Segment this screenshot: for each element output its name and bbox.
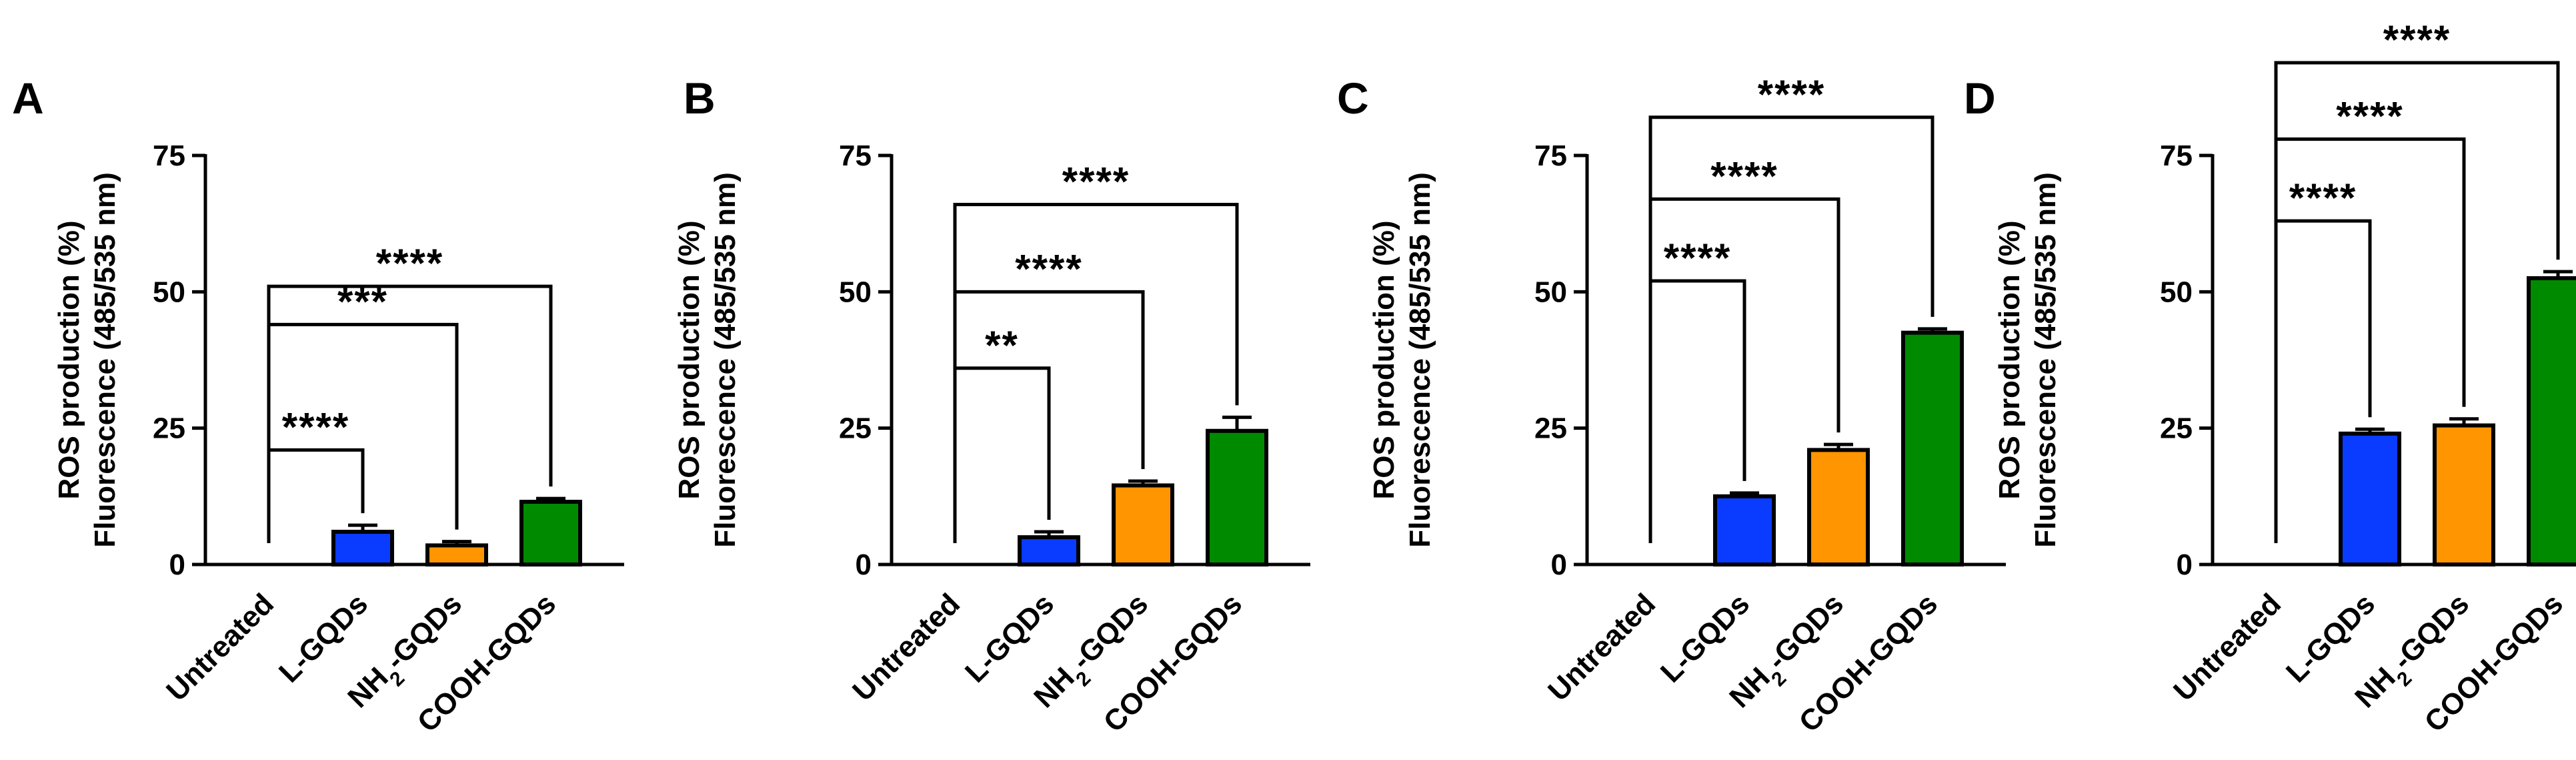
bar	[1112, 483, 1174, 567]
y-tick-label: 25	[839, 412, 872, 445]
significance-label: ****	[2289, 175, 2357, 220]
y-tick-label: 25	[153, 412, 185, 445]
y-tick-label: 0	[1551, 548, 1567, 581]
x-tick-label: Untreated	[160, 587, 280, 707]
y-axis-title-line-2: Fluorescence (485/535 nm)	[709, 172, 742, 547]
y-tick-label: 50	[839, 276, 872, 308]
significance-label: ****	[376, 241, 443, 286]
significance-bracket	[267, 284, 553, 543]
chart-panel-d: D ROS production (%) Fluorescence (485/535…	[1964, 17, 2576, 739]
significance-bracket	[267, 448, 365, 543]
y-axis-title-line-1: ROS production (%)	[1993, 221, 2026, 500]
chart-panel-a: A ROS production (%) Fluorescence (485/535…	[12, 73, 624, 739]
bar	[425, 543, 488, 566]
significance-bracket	[953, 203, 1239, 543]
significance-bracket	[2274, 61, 2560, 543]
y-tick-label: 75	[153, 139, 185, 172]
bar	[1901, 330, 1964, 566]
panel-letter: C	[1337, 73, 1369, 123]
y-axis-title-line-1: ROS production (%)	[673, 221, 706, 500]
y-axis-title-line-1: ROS production (%)	[53, 221, 85, 500]
significance-label: ****	[1062, 159, 1130, 204]
y-axis-title-line-2: Fluorescence (485/535 nm)	[1404, 172, 1436, 547]
y-axis-title-line-1: ROS production (%)	[1368, 221, 1400, 500]
y-tick-label: 50	[2160, 276, 2193, 308]
significance-bracket	[953, 366, 1051, 543]
y-tick-label: 0	[169, 548, 185, 581]
y-tick-label: 75	[2160, 139, 2193, 172]
y-tick-label: 75	[839, 139, 872, 172]
significance-bracket	[1648, 115, 1935, 543]
bar	[1807, 448, 1870, 566]
bar	[1206, 428, 1268, 567]
significance-label: ****	[1710, 153, 1778, 198]
significance-label: ****	[1015, 246, 1082, 291]
x-tick-label: Untreated	[2167, 587, 2287, 707]
chart-panel-c: C ROS production (%) Fluorescence (485/535…	[1337, 72, 2006, 739]
x-tick-label: Untreated	[846, 587, 966, 707]
chart-panel-b: B ROS production (%) Fluorescence (485/535…	[673, 73, 1310, 739]
panel-letter: D	[1964, 73, 1996, 123]
bar	[2527, 276, 2576, 566]
panel-letter: A	[12, 73, 44, 123]
y-tick-label: 75	[1534, 139, 1567, 172]
bar	[2433, 423, 2495, 567]
y-tick-label: 25	[2160, 412, 2193, 445]
significance-label: ****	[2336, 93, 2403, 138]
bar	[1018, 535, 1080, 567]
significance-label: ****	[1664, 236, 1731, 280]
y-tick-label: 50	[1534, 276, 1567, 308]
bar	[519, 500, 582, 566]
y-tick-label: 0	[2177, 548, 2193, 581]
bar	[1713, 494, 1776, 566]
y-tick-label: 0	[856, 548, 872, 581]
significance-label: ****	[282, 404, 349, 449]
y-axis-title-line-2: Fluorescence (485/535 nm)	[89, 172, 121, 547]
significance-label: ****	[2383, 17, 2451, 62]
significance-label: **	[985, 323, 1019, 368]
bar	[2339, 431, 2401, 567]
x-tick-label: Untreated	[1542, 587, 1662, 707]
y-axis-title-line-2: Fluorescence (485/535 nm)	[2029, 172, 2062, 547]
significance-label: ****	[1758, 72, 1825, 117]
y-tick-label: 25	[1534, 412, 1567, 445]
panel-letter: B	[684, 73, 716, 123]
bar	[331, 529, 394, 567]
y-tick-label: 50	[153, 276, 185, 308]
